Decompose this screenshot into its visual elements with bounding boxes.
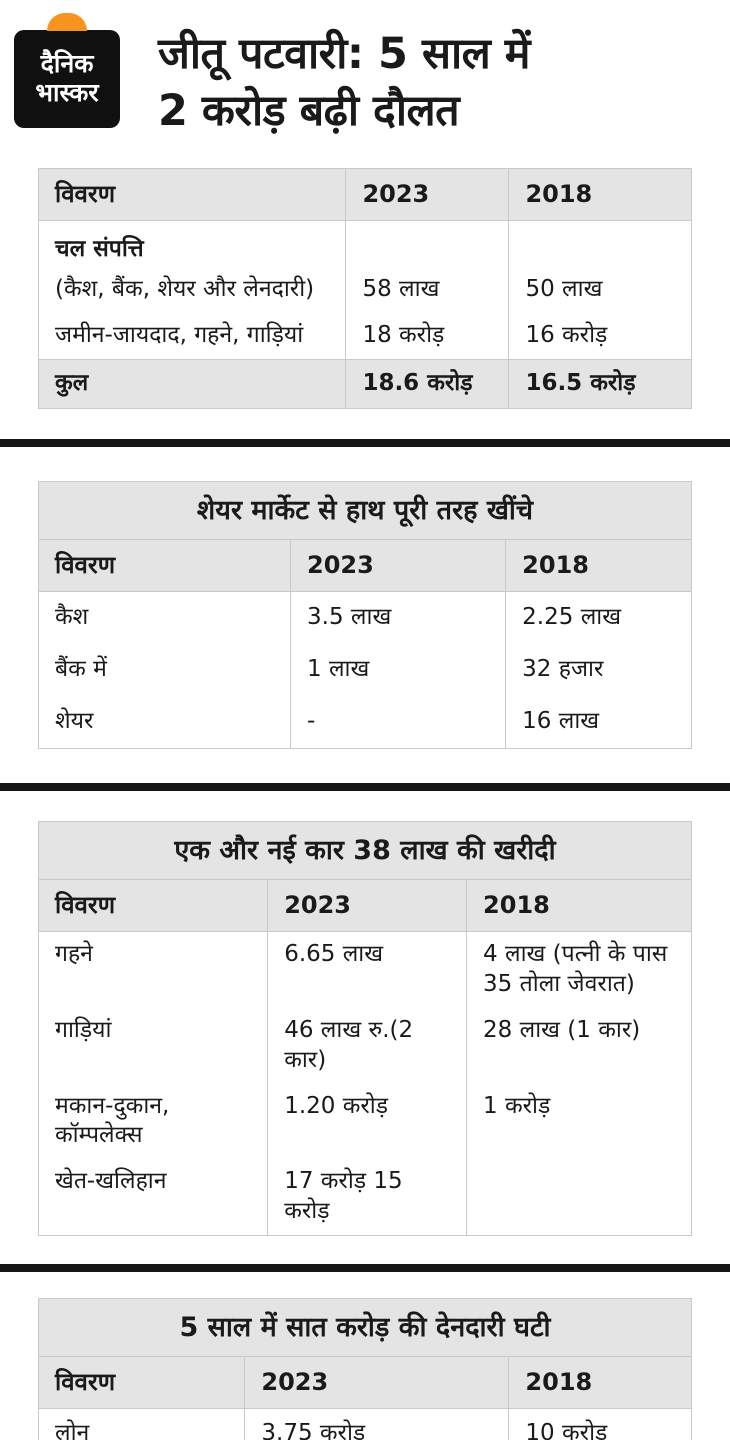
table-cell-2018: 16 करोड़ [508, 312, 691, 359]
section-divider [0, 438, 730, 447]
section-divider [0, 1264, 730, 1273]
table-group-row: चल संपत्ति [39, 221, 691, 268]
dainik-bhaskar-logo: दैनिक भास्कर [14, 13, 120, 128]
table-row: खेत-खलिहान 17 करोड़ 15 करोड़ [39, 1159, 691, 1236]
table-cell-2023: 1 लाख [290, 643, 505, 696]
column-header-2018: 2018 [505, 539, 691, 592]
table-row: बैंक में 1 लाख 32 हजार [39, 643, 691, 696]
column-header-2023: 2023 [267, 879, 466, 931]
column-header-label: विवरण [55, 1368, 116, 1397]
table-cell-2018: 16.5 करोड़ [508, 359, 691, 408]
table-cell-2023: 18 करोड़ [345, 312, 508, 359]
table-cell-2023: 3.5 लाख [290, 592, 505, 644]
table-cell-label: (कैश, बैंक, शेयर और लेनदारी) [55, 276, 315, 303]
logo-text: दैनिक भास्कर [35, 49, 99, 108]
table-cell-label: गाड़ियां [55, 1016, 112, 1043]
table-cell-2023: 18.6 करोड़ [345, 359, 508, 408]
table-cell-2023: 6.65 लाख [267, 931, 466, 1008]
column-header-label: विवरण [55, 180, 116, 208]
table-row: (कैश, बैंक, शेयर और लेनदारी) 58 लाख 50 ल… [39, 267, 691, 313]
masthead: दैनिक भास्कर जीतू पटवारी: 5 साल में 2 कर… [0, 0, 730, 160]
table-row: लोन 3.75 करोड़ 10 करोड़ [39, 1409, 691, 1440]
table-cell-2023: 58 लाख [345, 267, 508, 313]
table-row: गहने 6.65 लाख 4 लाख (पत्नी के पास 35 तोल… [39, 931, 691, 1008]
sun-icon [47, 13, 87, 31]
table-row: गाड़ियां 46 लाख रु.(2 कार) 28 लाख (1 कार… [39, 1007, 691, 1084]
column-header-2023: 2023 [345, 169, 508, 221]
page-title: जीतू पटवारी: 5 साल में 2 करोड़ बढ़ी दौलत [158, 18, 531, 140]
table-total-row: कुल 18.6 करोड़ 16.5 करोड़ [39, 358, 691, 408]
table-header-row: विवरण 2023 2018 [39, 1357, 691, 1410]
table-cell-2018: 4 लाख (पत्नी के पास 35 तोला जेवरात) [466, 931, 691, 1008]
table-cell-2018 [466, 1159, 691, 1236]
column-header-2018: 2018 [508, 1357, 691, 1409]
table-title: एक और नई कार 38 लाख की खरीदी [39, 821, 691, 880]
table-cell-2023 [345, 221, 508, 268]
table-total-assets: विवरण 2023 2018 चल संपत्ति (कैश, बैंक, श… [38, 168, 692, 409]
section-divider [0, 782, 730, 791]
table-liabilities: 5 साल में सात करोड़ की देनदारी घटी विवरण… [38, 1298, 692, 1440]
table-row: शेयर - 16 लाख [39, 695, 691, 748]
table-cell-2023: 46 लाख रु.(2 कार) [267, 1007, 466, 1084]
table-cell-2023: 17 करोड़ 15 करोड़ [267, 1159, 466, 1236]
table-row: मकान-दुकान, कॉम्पलेक्स 1.20 करोड़ 1 करोड… [39, 1083, 691, 1160]
table-title: 5 साल में सात करोड़ की देनदारी घटी [39, 1299, 691, 1358]
table-cell-label: मकान-दुकान, कॉम्पलेक्स [55, 1092, 170, 1149]
column-header-label: विवरण [55, 550, 116, 579]
table-cell-label: गहने [55, 940, 93, 967]
table-cell-label: कुल [55, 369, 89, 396]
table-cell-2018: 50 लाख [508, 267, 691, 313]
table-cell-label: खेत-खलिहान [55, 1168, 167, 1195]
table-row: कैश 3.5 लाख 2.25 लाख [39, 592, 691, 644]
column-header-2023: 2023 [244, 1357, 508, 1409]
page-title-line2: 2 करोड़ बढ़ी दौलत [158, 85, 460, 136]
table-cell-2018 [508, 221, 691, 268]
table-cell-2023: 1.20 करोड़ [267, 1083, 466, 1160]
table-cell-2018: 16 लाख [505, 695, 691, 748]
table-header-row: विवरण 2023 2018 [39, 169, 691, 222]
table-cell-label: कैश [55, 604, 89, 631]
table-cell-2023: - [290, 695, 505, 748]
table-cell-label: बैंक में [55, 655, 107, 682]
table-header-row: विवरण 2023 2018 [39, 879, 691, 932]
table-cell-label: लोन [55, 1420, 90, 1440]
table-cell-2018: 2.25 लाख [505, 592, 691, 644]
table-row: जमीन-जायदाद, गहने, गाड़ियां 18 करोड़ 16 … [39, 312, 691, 359]
table-title: शेयर मार्केट से हाथ पूरी तरह खींचे [39, 481, 691, 540]
table-share-market: शेयर मार्केट से हाथ पूरी तरह खींचे विवरण… [38, 480, 692, 749]
table-cell-2018: 32 हजार [505, 643, 691, 696]
table-cell-2018: 28 लाख (1 कार) [466, 1007, 691, 1084]
column-header-2023: 2023 [290, 539, 505, 592]
table-cell-2018: 1 करोड़ [466, 1083, 691, 1160]
group-label: चल संपत्ति [55, 236, 144, 263]
table-header-row: विवरण 2023 2018 [39, 539, 691, 593]
page-title-line1: जीतू पटवारी: 5 साल में [158, 29, 531, 79]
logo-text-line2: भास्कर [35, 78, 99, 107]
column-header-label: विवरण [55, 890, 116, 919]
table-cell-2023: 3.75 करोड़ [244, 1409, 508, 1440]
table-cell-label: शेयर [55, 707, 94, 734]
table-property-vehicles: एक और नई कार 38 लाख की खरीदी विवरण 2023 … [38, 820, 692, 1237]
table-cell-2018: 10 करोड़ [508, 1409, 691, 1440]
column-header-2018: 2018 [508, 169, 691, 221]
logo-text-line1: दैनिक [40, 49, 94, 79]
column-header-2018: 2018 [466, 879, 691, 931]
table-cell-label: जमीन-जायदाद, गहने, गाड़ियां [55, 321, 304, 348]
